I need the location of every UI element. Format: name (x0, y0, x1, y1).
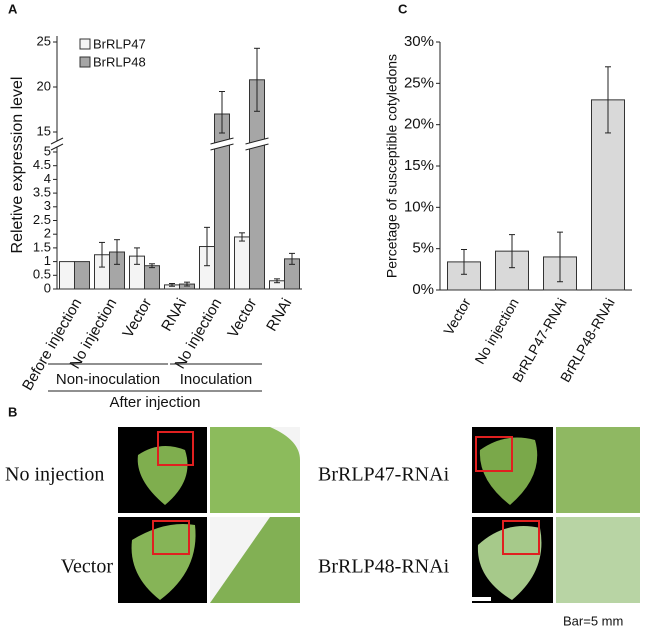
axis-break (245, 138, 269, 150)
y-tick-label: 30% (404, 33, 434, 50)
scale-label: Bar=5 mm (563, 613, 623, 628)
photo (556, 517, 640, 603)
y-tick-label: 25 (37, 33, 51, 48)
x-tick-label: Vector (119, 295, 155, 340)
axis-break-line (50, 137, 64, 145)
y-tick-label: 4 (44, 171, 51, 186)
axis-break-line (210, 137, 234, 145)
group-label: Inoculation (180, 371, 253, 388)
axis-break-line (210, 143, 234, 151)
row-label: Vector (61, 556, 114, 578)
axis-break (210, 138, 234, 150)
panel-label: B (8, 404, 17, 419)
y-tick-label: 20% (404, 116, 434, 133)
group-label: After injection (110, 394, 201, 411)
leaf (131, 524, 196, 600)
y-tick-label: 0 (44, 280, 51, 295)
y-tick-label: 1.5 (33, 239, 51, 254)
y-tick-label: 3.5 (33, 185, 51, 200)
bar (74, 261, 90, 290)
photo (210, 427, 300, 513)
legend-label: BrRLP48 (93, 54, 146, 69)
y-tick-label: 10% (404, 198, 434, 215)
legend-label: BrRLP47 (93, 36, 146, 51)
zoom-box (502, 520, 540, 555)
y-tick-label: 3 (44, 198, 51, 213)
y-tick-label: 0% (412, 281, 434, 298)
bar (234, 236, 250, 290)
x-tick-label: RNAi (158, 295, 190, 334)
photo-bg (270, 427, 300, 460)
bar (591, 99, 625, 291)
legend-swatch (79, 38, 91, 50)
y-tick-label: 5% (412, 240, 434, 257)
axis-break-line (50, 143, 64, 151)
leaf (137, 446, 188, 505)
panel-label: A (8, 1, 18, 16)
legend-swatch (79, 56, 91, 68)
y-tick-label: 2 (44, 226, 51, 241)
axis-break-line (245, 143, 269, 151)
photo-bg (210, 517, 270, 603)
scale-bar (467, 597, 491, 601)
zoom-box (152, 520, 190, 555)
axis-break-line (245, 137, 269, 145)
y-tick-label: 1 (44, 253, 51, 268)
x-tick-label: Vector (440, 295, 474, 338)
leaf (477, 526, 542, 600)
y-tick-label: 5 (44, 143, 51, 158)
bar (59, 261, 75, 290)
x-tick-label: Vector (224, 295, 260, 340)
y-tick-label: 15 (37, 123, 51, 138)
photo (556, 427, 640, 513)
zoom-box (475, 436, 513, 472)
x-tick-label: RNAi (263, 295, 295, 334)
x-tick-label: No injection (471, 295, 521, 366)
bar (144, 265, 160, 290)
y-tick-label: 25% (404, 74, 434, 91)
row-label: BrRLP48-RNAi (318, 556, 450, 578)
y-tick-label: 0.5 (33, 267, 51, 282)
y-tick-label: 20 (37, 78, 51, 93)
axis-break (51, 138, 63, 150)
row-label: BrRLP47-RNAi (318, 464, 450, 486)
y-tick-label: 15% (404, 157, 434, 174)
y-tick-label: 4.5 (33, 157, 51, 172)
group-label: Non-inoculation (56, 371, 160, 388)
y-axis-title: Percetage of susceptible cotyledons (384, 54, 400, 278)
row-label: No injection (5, 464, 104, 486)
panel-label: C (398, 1, 408, 16)
zoom-box (157, 431, 194, 466)
photo-grid (118, 427, 640, 603)
y-tick-label: 2.5 (33, 212, 51, 227)
y-axis-title: Reletive expression level (9, 77, 26, 254)
